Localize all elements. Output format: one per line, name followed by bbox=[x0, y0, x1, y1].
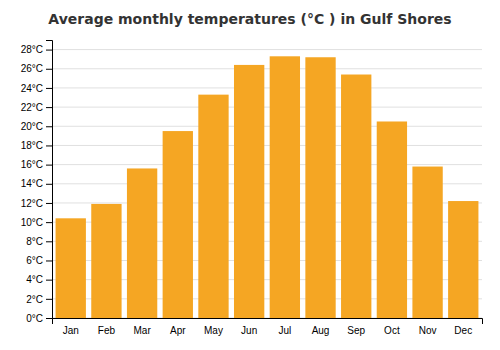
y-tick: 12°C bbox=[21, 198, 52, 209]
bar bbox=[341, 75, 371, 318]
bar bbox=[56, 218, 86, 318]
y-tick: 0°C bbox=[26, 313, 52, 324]
x-tick-label: Mar bbox=[133, 325, 151, 336]
grid-line bbox=[52, 126, 482, 127]
bars bbox=[56, 56, 479, 318]
x-tick: Oct bbox=[384, 325, 400, 336]
y-tick-mark bbox=[46, 165, 52, 166]
y-tick: 20°C bbox=[21, 121, 52, 132]
y-tick-label: 4°C bbox=[26, 274, 43, 285]
y-tick-mark bbox=[46, 203, 52, 204]
y-tick: 22°C bbox=[21, 102, 52, 113]
x-tick: Aug bbox=[312, 325, 330, 336]
x-tick-label: Jun bbox=[241, 325, 257, 336]
y-tick-label: 28°C bbox=[21, 44, 43, 55]
x-tick: Apr bbox=[170, 325, 186, 336]
x-tick-label: Jan bbox=[63, 325, 79, 336]
y-tick-label: 20°C bbox=[21, 121, 43, 132]
y-axis: 0°C 2°C 4°C 6°C 8°C 10°C 12°C 14°C 16°C 18°C 20°C 2… bbox=[21, 41, 53, 324]
y-tick-label: 18°C bbox=[21, 140, 43, 151]
y-tick-label: 12°C bbox=[21, 198, 43, 209]
grid-line bbox=[52, 164, 482, 165]
y-tick-mark bbox=[46, 126, 52, 127]
x-tick: Sep bbox=[347, 325, 365, 336]
bar bbox=[270, 56, 300, 318]
y-tick-label: 14°C bbox=[21, 178, 43, 189]
x-tick: Nov bbox=[419, 325, 437, 336]
bar bbox=[234, 65, 264, 318]
y-tick-mark bbox=[46, 222, 52, 223]
bar bbox=[448, 201, 478, 318]
x-tick-label: Nov bbox=[419, 325, 437, 336]
x-tick-label: Jul bbox=[278, 325, 291, 336]
x-tick-label: Sep bbox=[347, 325, 365, 336]
y-tick-label: 22°C bbox=[21, 102, 43, 113]
bar bbox=[91, 204, 121, 318]
y-tick-label: 6°C bbox=[26, 255, 43, 266]
y-tick-label: 2°C bbox=[26, 294, 43, 305]
x-tick: May bbox=[204, 325, 223, 336]
y-tick: 8°C bbox=[26, 236, 52, 247]
y-tick-mark bbox=[46, 88, 52, 89]
chart-svg: 0°C 2°C 4°C 6°C 8°C 10°C 12°C 14°C 16°C 18°C 20°C 2… bbox=[0, 0, 500, 350]
y-tick-mark bbox=[46, 69, 52, 70]
bar bbox=[305, 57, 335, 318]
y-tick: 4°C bbox=[26, 274, 52, 285]
grid-line bbox=[52, 68, 482, 69]
y-tick-mark bbox=[46, 184, 52, 185]
y-tick: 10°C bbox=[21, 217, 52, 228]
chart-title: Average monthly temperatures (°C ) in Gu… bbox=[48, 11, 451, 27]
x-tick-label: Oct bbox=[384, 325, 400, 336]
y-tick-mark bbox=[46, 107, 52, 108]
x-tick: Dec bbox=[454, 325, 472, 336]
y-tick: 24°C bbox=[21, 83, 52, 94]
bar bbox=[127, 168, 157, 318]
x-axis-line bbox=[53, 319, 483, 325]
x-tick-label: May bbox=[204, 325, 223, 336]
x-tick: Mar bbox=[133, 325, 151, 336]
y-tick-label: 16°C bbox=[21, 159, 43, 170]
grid-line bbox=[52, 107, 482, 108]
bar bbox=[412, 167, 442, 318]
y-tick-mark bbox=[46, 50, 52, 51]
y-tick-label: 26°C bbox=[21, 63, 43, 74]
y-tick-label: 10°C bbox=[21, 217, 43, 228]
y-tick: 2°C bbox=[26, 294, 52, 305]
x-tick-label: Aug bbox=[312, 325, 330, 336]
y-tick: 28°C bbox=[21, 44, 52, 55]
x-tick-label: Dec bbox=[454, 325, 472, 336]
y-tick-mark bbox=[46, 299, 52, 300]
y-tick-mark bbox=[46, 241, 52, 242]
bar bbox=[377, 121, 407, 318]
x-tick: Jun bbox=[241, 325, 257, 336]
y-tick-label: 8°C bbox=[26, 236, 43, 247]
y-tick-mark bbox=[46, 318, 52, 319]
y-tick-label: 24°C bbox=[21, 83, 43, 94]
y-tick-mark bbox=[46, 280, 52, 281]
y-tick: 16°C bbox=[21, 159, 52, 170]
y-tick-mark bbox=[46, 260, 52, 261]
bar bbox=[163, 131, 193, 318]
grid bbox=[52, 50, 482, 318]
chart-container: 0°C 2°C 4°C 6°C 8°C 10°C 12°C 14°C 16°C 18°C 20°C 2… bbox=[0, 0, 500, 350]
y-tick-label: 0°C bbox=[26, 313, 43, 324]
x-tick: Feb bbox=[98, 325, 116, 336]
x-tick-label: Apr bbox=[170, 325, 186, 336]
y-axis-line bbox=[46, 41, 53, 319]
x-tick: Jul bbox=[278, 325, 291, 336]
grid-line bbox=[52, 87, 482, 88]
y-tick: 18°C bbox=[21, 140, 52, 151]
grid-line bbox=[52, 49, 482, 50]
y-tick: 6°C bbox=[26, 255, 52, 266]
x-axis: Jan Feb Mar Apr May Jun Jul Aug Sep Oct Nov Dec bbox=[53, 319, 483, 337]
x-tick-label: Feb bbox=[98, 325, 116, 336]
x-tick: Jan bbox=[63, 325, 79, 336]
bar bbox=[198, 95, 228, 318]
y-tick: 26°C bbox=[21, 63, 52, 74]
y-tick-mark bbox=[46, 145, 52, 146]
grid-line bbox=[52, 145, 482, 146]
plot: 0°C 2°C 4°C 6°C 8°C 10°C 12°C 14°C 16°C 18°C 20°C 2… bbox=[21, 41, 483, 337]
y-tick: 14°C bbox=[21, 178, 52, 189]
